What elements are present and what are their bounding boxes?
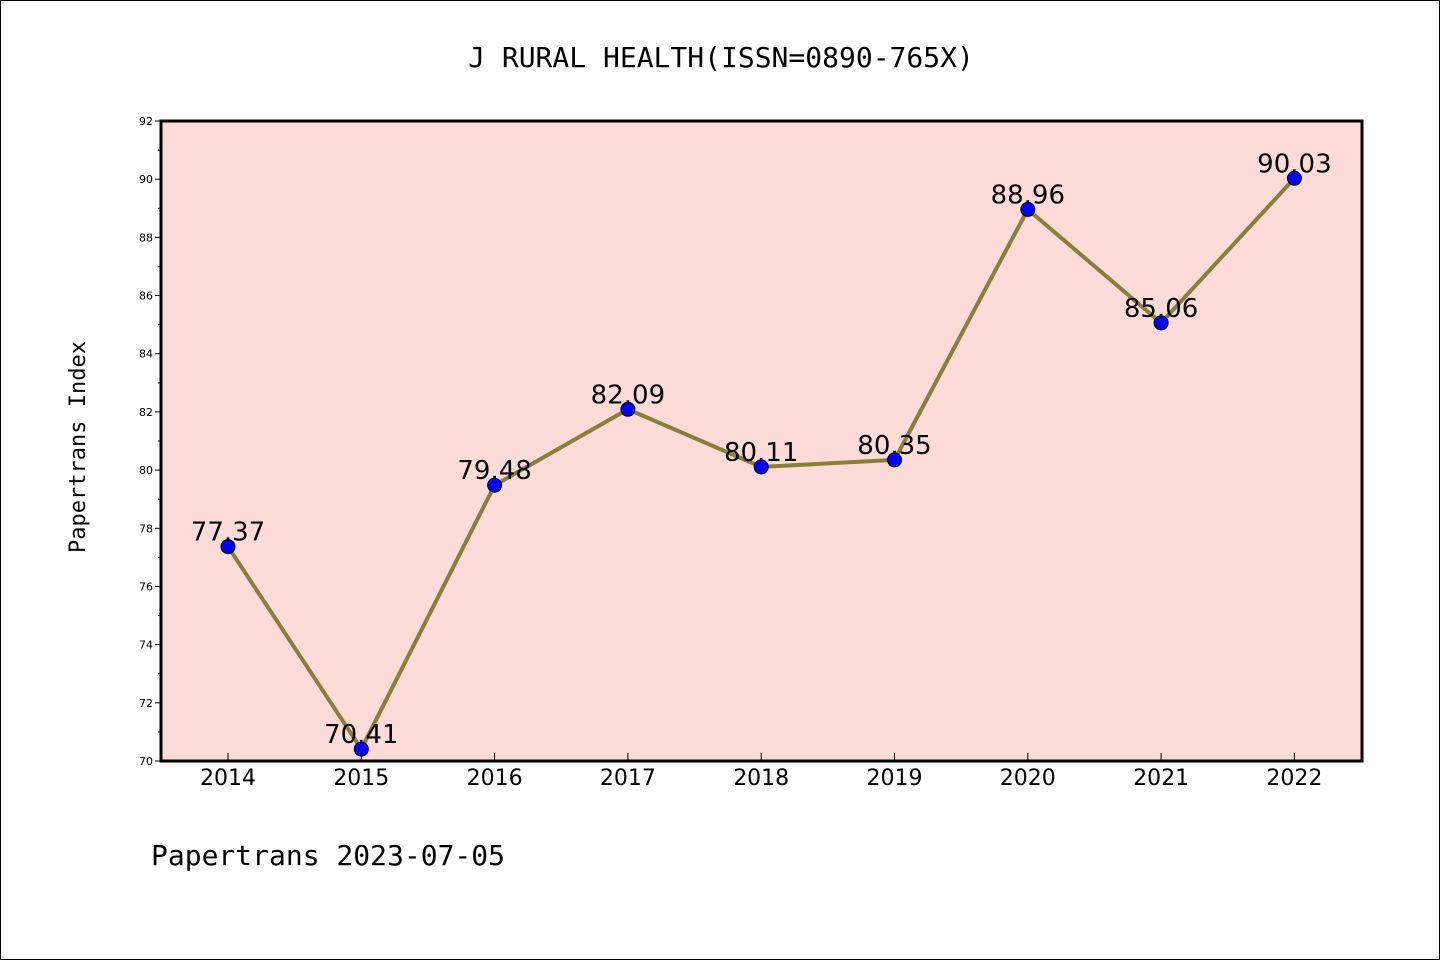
data-point	[353, 741, 369, 757]
plot-area	[161, 121, 1362, 761]
data-point	[487, 477, 503, 493]
y-axis-label: Papertrans Index	[66, 341, 91, 553]
footer-source-date: Papertrans 2023-07-05	[151, 839, 505, 872]
data-label: 88.96	[991, 180, 1065, 210]
x-tick-label: 2020	[1000, 766, 1056, 791]
x-tick-label: 2015	[333, 766, 389, 791]
chart-title: J RURAL HEALTH(ISSN=0890-765X)	[468, 41, 974, 74]
y-tick-label: 70	[139, 755, 153, 768]
y-tick-label: 88	[139, 231, 153, 244]
x-tick-label: 2021	[1133, 766, 1189, 791]
data-point	[1153, 315, 1169, 331]
data-point	[1286, 170, 1302, 186]
data-label: 70.41	[324, 720, 398, 750]
data-point	[1020, 201, 1036, 217]
y-tick-label: 72	[139, 697, 153, 710]
data-label: 85.06	[1124, 294, 1198, 324]
y-tick-label: 82	[139, 406, 153, 419]
plot-border	[159, 119, 1364, 763]
y-tick-label: 76	[139, 580, 153, 593]
x-tick-label: 2022	[1266, 766, 1322, 791]
y-tick-label: 74	[139, 639, 153, 652]
axes: 70 72 74 76 78 80 82 84 86 88 90 92 2014 2015 2016 2017…	[139, 115, 1322, 791]
data-point	[620, 401, 636, 417]
y-tick-label: 92	[139, 115, 153, 128]
series: 77.37 70.41 79.48 82.09 80.11 80.35 88.96 85.06…	[191, 149, 1332, 757]
y-tick-label: 80	[139, 464, 153, 477]
data-label: 80.11	[724, 438, 798, 468]
data-point	[887, 452, 902, 468]
y-tick-label: 90	[139, 173, 153, 186]
x-tick-label: 2016	[467, 766, 523, 791]
data-point	[753, 459, 769, 475]
data-label: 80.35	[857, 431, 931, 461]
data-label: 77.37	[191, 518, 265, 548]
x-tick-label: 2014	[200, 766, 256, 791]
data-label: 79.48	[457, 456, 531, 486]
x-tick-label: 2018	[733, 766, 789, 791]
x-tick-label: 2017	[600, 766, 656, 791]
data-label: 82.09	[591, 380, 665, 410]
y-tick-label: 84	[139, 348, 153, 361]
x-tick-label: 2019	[867, 766, 923, 791]
data-point	[220, 539, 236, 555]
y-tick-label: 86	[139, 290, 153, 303]
y-tick-label: 78	[139, 522, 153, 535]
data-label: 90.03	[1257, 149, 1331, 179]
